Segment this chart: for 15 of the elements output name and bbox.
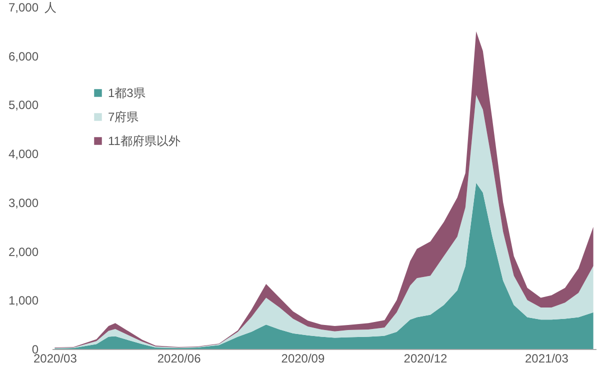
y-tick-label: 5,000 xyxy=(8,98,39,112)
y-tick-label: 1,000 xyxy=(8,294,39,308)
x-tick-label: 2020/12 xyxy=(404,352,448,366)
y-tick-label: 6,000 xyxy=(8,49,39,64)
x-tick-label: 2021/03 xyxy=(524,352,569,366)
y-tick-label: 2,000 xyxy=(8,244,39,259)
y-tick-label: 4,000 xyxy=(8,147,39,162)
y-axis-title: 人 xyxy=(44,0,56,14)
legend-label: 1都3県 xyxy=(108,86,146,100)
y-tick-label: 7,000 xyxy=(8,0,39,14)
legend-label: 7府県 xyxy=(108,110,139,124)
y-tick-label: 3,000 xyxy=(8,196,39,210)
x-tick-label: 2020/06 xyxy=(157,352,202,366)
legend-label: 11都府県以外 xyxy=(108,134,180,148)
x-tick-label: 2020/09 xyxy=(281,352,325,366)
